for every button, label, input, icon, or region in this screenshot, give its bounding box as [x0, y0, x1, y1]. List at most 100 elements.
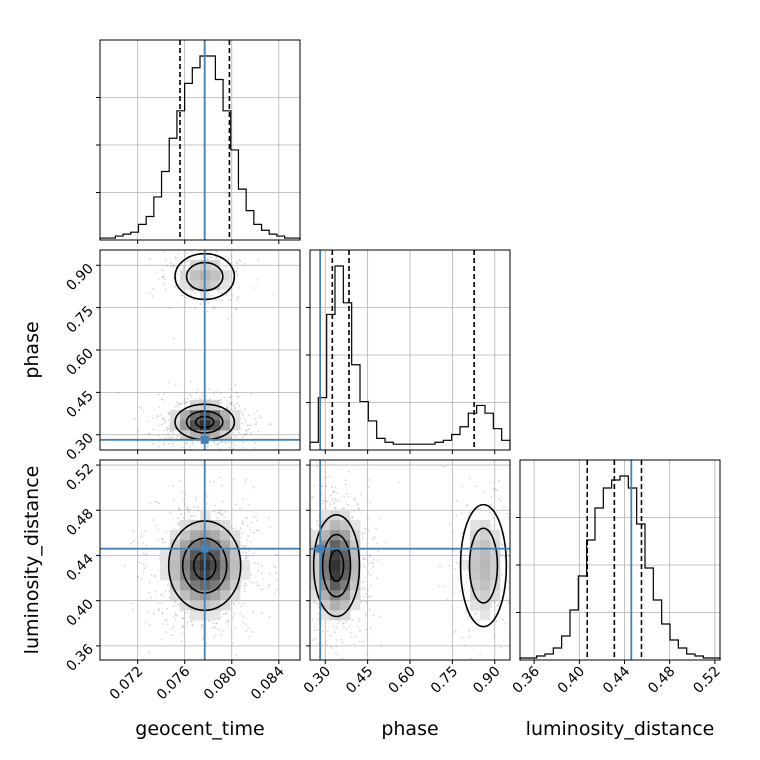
sample-point: [465, 504, 468, 507]
sample-point: [177, 603, 180, 606]
sample-point: [160, 413, 163, 416]
density-cell: [220, 410, 231, 421]
sample-point: [247, 549, 250, 552]
sample-point: [194, 307, 197, 310]
density-cell: [490, 590, 501, 601]
density-cell: [170, 530, 181, 541]
sample-point: [215, 250, 218, 253]
sample-point: [324, 500, 327, 502]
sample-point: [220, 292, 223, 294]
sample-point: [257, 562, 259, 565]
density-cell: [490, 560, 501, 571]
sample-point: [167, 545, 170, 548]
sample-point: [370, 595, 372, 598]
sample-point: [375, 527, 378, 530]
sample-point: [183, 265, 185, 267]
sample-point: [242, 602, 245, 605]
sample-point: [195, 391, 198, 394]
density-cell: [320, 530, 331, 541]
sample-point: [359, 493, 362, 496]
density-cell: [340, 530, 351, 541]
sample-point: [243, 418, 246, 421]
sample-point: [154, 525, 157, 527]
sample-point: [163, 421, 166, 424]
sample-point: [246, 524, 249, 527]
sample-point: [174, 266, 177, 268]
sample-point: [360, 600, 363, 603]
sample-point: [311, 618, 314, 621]
sample-point: [181, 446, 184, 449]
density-cell: [180, 520, 191, 531]
sample-point: [215, 257, 218, 259]
sample-point: [372, 537, 374, 540]
sample-point: [152, 417, 155, 419]
sample-point: [172, 499, 175, 502]
sample-point: [160, 538, 163, 540]
sample-point: [313, 484, 316, 487]
sample-point: [235, 270, 238, 273]
sample-point: [213, 306, 216, 309]
sample-point: [180, 402, 183, 405]
density-cell: [240, 560, 251, 571]
sample-point: [161, 612, 164, 615]
sample-point: [183, 266, 186, 269]
sample-point: [194, 292, 197, 295]
sample-point: [242, 545, 244, 547]
density-cell: [210, 430, 221, 441]
density-cell: [210, 530, 221, 541]
sample-point: [217, 291, 220, 293]
sample-point: [261, 565, 264, 567]
contour-line: [459, 503, 508, 628]
sample-point: [157, 424, 160, 427]
sample-point: [158, 406, 161, 409]
density-cell: [220, 590, 231, 601]
sample-point: [233, 603, 236, 606]
sample-point: [152, 442, 154, 445]
sample-point: [181, 626, 184, 629]
sample-point: [184, 401, 187, 404]
panel-frame: [99, 459, 301, 661]
sample-point: [500, 554, 503, 557]
sample-point: [157, 277, 160, 280]
sample-point: [335, 652, 337, 655]
sample-point: [252, 412, 255, 415]
sample-point: [257, 529, 260, 532]
sample-point: [221, 500, 224, 503]
sample-point: [229, 388, 232, 391]
sample-point: [236, 262, 239, 265]
density-cell: [480, 550, 491, 561]
sample-point: [258, 415, 261, 417]
sample-point: [168, 590, 170, 593]
density-cell: [190, 430, 201, 441]
sample-point: [235, 503, 237, 506]
sample-point: [211, 294, 214, 297]
sample-point: [151, 295, 154, 298]
sample-point: [495, 489, 498, 492]
sample-point: [187, 400, 189, 403]
sample-point: [233, 403, 235, 406]
sample-point: [163, 393, 165, 396]
sample-point: [201, 393, 204, 396]
sample-point: [314, 637, 317, 640]
sample-point: [379, 517, 382, 520]
sample-point: [365, 628, 368, 631]
sample-point: [342, 507, 345, 510]
sample-point: [149, 502, 152, 505]
sample-point: [186, 624, 189, 627]
sample-point: [221, 440, 224, 443]
sample-point: [506, 512, 509, 515]
sample-point: [193, 515, 196, 518]
sample-point: [221, 513, 223, 516]
sample-point: [452, 530, 455, 533]
sample-point: [354, 635, 357, 638]
sample-point: [233, 407, 236, 410]
sample-point: [466, 581, 468, 584]
sample-point: [483, 490, 486, 493]
density-cell: [190, 590, 201, 601]
sample-point: [192, 298, 195, 301]
sample-point: [184, 261, 187, 264]
sample-point: [228, 299, 230, 302]
sample-point: [142, 563, 145, 566]
sample-point: [245, 429, 248, 432]
density-cell: [220, 280, 231, 291]
